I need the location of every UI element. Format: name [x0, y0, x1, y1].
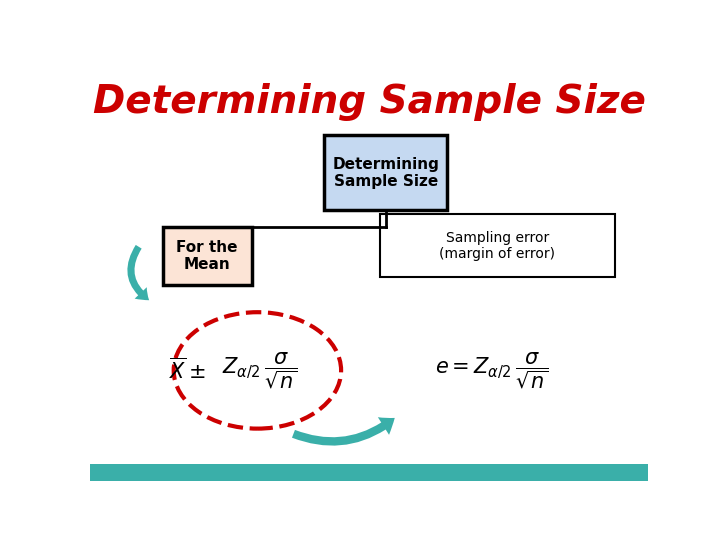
FancyBboxPatch shape — [324, 136, 447, 210]
Text: $e = Z_{\mathit{\alpha}/2}\,\dfrac{\sigma}{\sqrt{n}}$: $e = Z_{\mathit{\alpha}/2}\,\dfrac{\sigm… — [435, 350, 549, 391]
Text: $\overline{X} \pm$: $\overline{X} \pm$ — [169, 357, 206, 383]
FancyArrowPatch shape — [292, 417, 395, 446]
FancyBboxPatch shape — [163, 227, 252, 285]
Text: Sampling error
(margin of error): Sampling error (margin of error) — [439, 231, 555, 261]
Text: Determining
Sample Size: Determining Sample Size — [333, 157, 439, 189]
Bar — [90, 464, 648, 481]
FancyBboxPatch shape — [380, 214, 615, 277]
Text: For the
Mean: For the Mean — [176, 240, 238, 272]
Text: Determining Sample Size: Determining Sample Size — [93, 83, 645, 121]
Text: $Z_{\mathit{\alpha}/2}\,\dfrac{\sigma}{\sqrt{n}}$: $Z_{\mathit{\alpha}/2}\,\dfrac{\sigma}{\… — [222, 350, 298, 391]
FancyArrowPatch shape — [127, 245, 149, 300]
